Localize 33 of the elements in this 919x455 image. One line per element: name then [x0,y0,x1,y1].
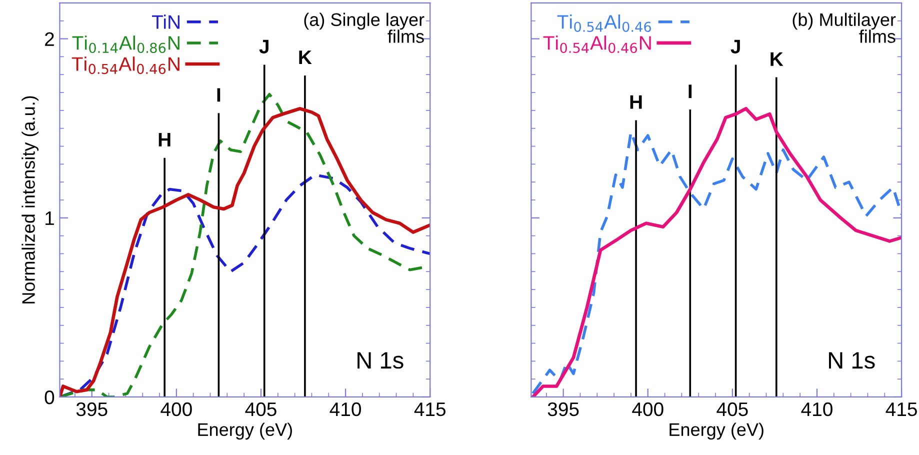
annotation: H [630,95,642,109]
legend-label: Ti$_{0.54}$Al$_{0.46}$N [543,36,651,54]
y-axis-title: Normalized intensity (a.u.) [22,96,39,304]
x-axis-title: Energy (eV) [670,422,764,440]
text: (b) Multilayer films [792,12,896,43]
y-tick-label: 0 [44,390,54,404]
annotation: N 1s [358,352,404,369]
x-tick-label: 400 [632,402,664,416]
legend-label: Ti$_{0.14}$Al$_{0.86}$N [72,36,180,54]
x-tick-label: 405 [245,402,276,416]
annotation: I [217,88,220,102]
annotation: J [730,40,740,54]
legend-label: Ti$_{0.54}$Al$_{0.46}$N [72,56,180,74]
legend-label: TiN [152,14,180,29]
annotation: J [259,40,268,54]
annotation: I [688,84,692,98]
x-tick-label: 415 [414,402,446,416]
x-tick-label: 415 [886,402,917,416]
annotation: K [299,50,312,64]
y-tick-label: 2 [45,32,54,46]
legend-label: Ti$_{0.54}$Al$_{0.46}$ [557,14,651,32]
x-tick-label: 405 [716,402,748,416]
annotation: H [158,133,170,146]
x-axis-title: Energy (eV) [198,422,292,440]
y-tick-label: 1 [46,212,54,225]
x-tick-label: 395 [76,402,108,416]
x-tick-label: 410 [330,402,361,416]
x-tick-label: 395 [548,402,579,416]
annotation: N 1s [829,352,875,369]
x-tick-label: 410 [801,402,832,416]
x-tick-label: 400 [160,402,192,416]
text: (a) Single layer films [304,12,424,43]
annotation: K [770,52,784,66]
